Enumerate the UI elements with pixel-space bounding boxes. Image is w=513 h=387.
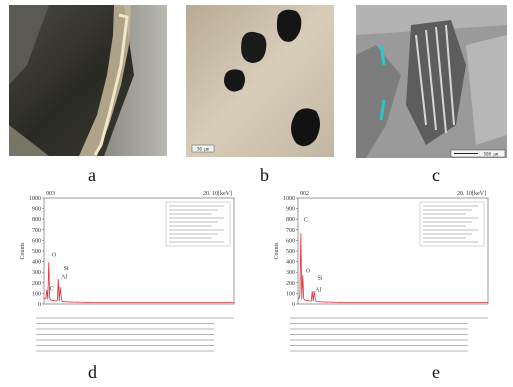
chart-header-right: 20. 10[keV] — [457, 191, 486, 197]
peak-label: Al — [315, 287, 321, 293]
peak-label: C — [304, 217, 308, 223]
peak-label: Al — [61, 275, 67, 281]
eds-svg-d: 003 20. 10[keV] 0 100 200 300 400 500 600 700 800 9… — [20, 191, 235, 352]
peak-label: C — [50, 286, 54, 292]
scale-bar-b-text: 50 μm — [197, 147, 210, 152]
y-tick-label: 900 — [286, 207, 295, 213]
y-axis-label: Counts — [20, 242, 26, 260]
photo-a — [9, 5, 167, 156]
peak-label: O — [306, 268, 311, 274]
chart-header-left: 002 — [300, 191, 309, 197]
chart-header-right: 20. 10[keV] — [203, 191, 232, 197]
y-tick-label: 200 — [286, 281, 295, 287]
photo-c: 500 μm — [356, 5, 507, 158]
y-tick-label: 700 — [32, 228, 41, 234]
spectrum-line — [297, 232, 488, 303]
eds-chart-d: 003 20. 10[keV] 0 100 200 300 400 500 600 700 800 9… — [18, 186, 240, 358]
peak-label: Si — [64, 266, 69, 272]
y-tick-label: 300 — [286, 270, 295, 276]
y-tick-label: 800 — [32, 217, 41, 223]
y-tick-label: 600 — [32, 238, 41, 244]
y-tick-label: 200 — [32, 281, 41, 287]
y-tick-label: 100 — [32, 291, 41, 297]
peak-label: O — [52, 252, 57, 258]
y-tick-label: 600 — [286, 238, 295, 244]
peak-label: Si — [318, 276, 323, 282]
photo-b: 50 μm — [186, 5, 334, 157]
y-tick-label: 900 — [32, 207, 41, 213]
y-tick-label: 700 — [286, 228, 295, 234]
y-axis-label: Counts — [274, 242, 280, 260]
label-e: e — [432, 362, 440, 382]
y-tick-label: 500 — [32, 249, 41, 255]
acquisition-params-box — [165, 201, 231, 247]
y-tick-label: 0 — [38, 302, 41, 308]
label-c: c — [432, 165, 440, 185]
eds-svg-e: 002 20. 10[keV] 0 100 200 300 400 500 600 700 800 9… — [274, 191, 489, 352]
y-tick-label: 300 — [32, 270, 41, 276]
y-tick-label: 400 — [32, 260, 41, 266]
label-b: b — [260, 165, 269, 185]
y-tick-label: 1000 — [283, 196, 295, 202]
spectrum-line — [43, 262, 234, 303]
y-tick-label: 1000 — [29, 196, 41, 202]
y-tick-label: 100 — [286, 291, 295, 297]
label-d: d — [88, 362, 97, 382]
scale-bar-c-text: 500 μm — [484, 152, 499, 157]
y-tick-label: 500 — [286, 249, 295, 255]
y-tick-label: 0 — [292, 302, 295, 308]
eds-chart-e: 002 20. 10[keV] 0 100 200 300 400 500 600 700 800 9… — [272, 186, 494, 358]
y-tick-label: 400 — [286, 260, 295, 266]
acquisition-params-box — [419, 201, 485, 247]
chart-header-left: 003 — [46, 191, 55, 197]
y-tick-label: 800 — [286, 217, 295, 223]
label-a: a — [88, 165, 96, 185]
